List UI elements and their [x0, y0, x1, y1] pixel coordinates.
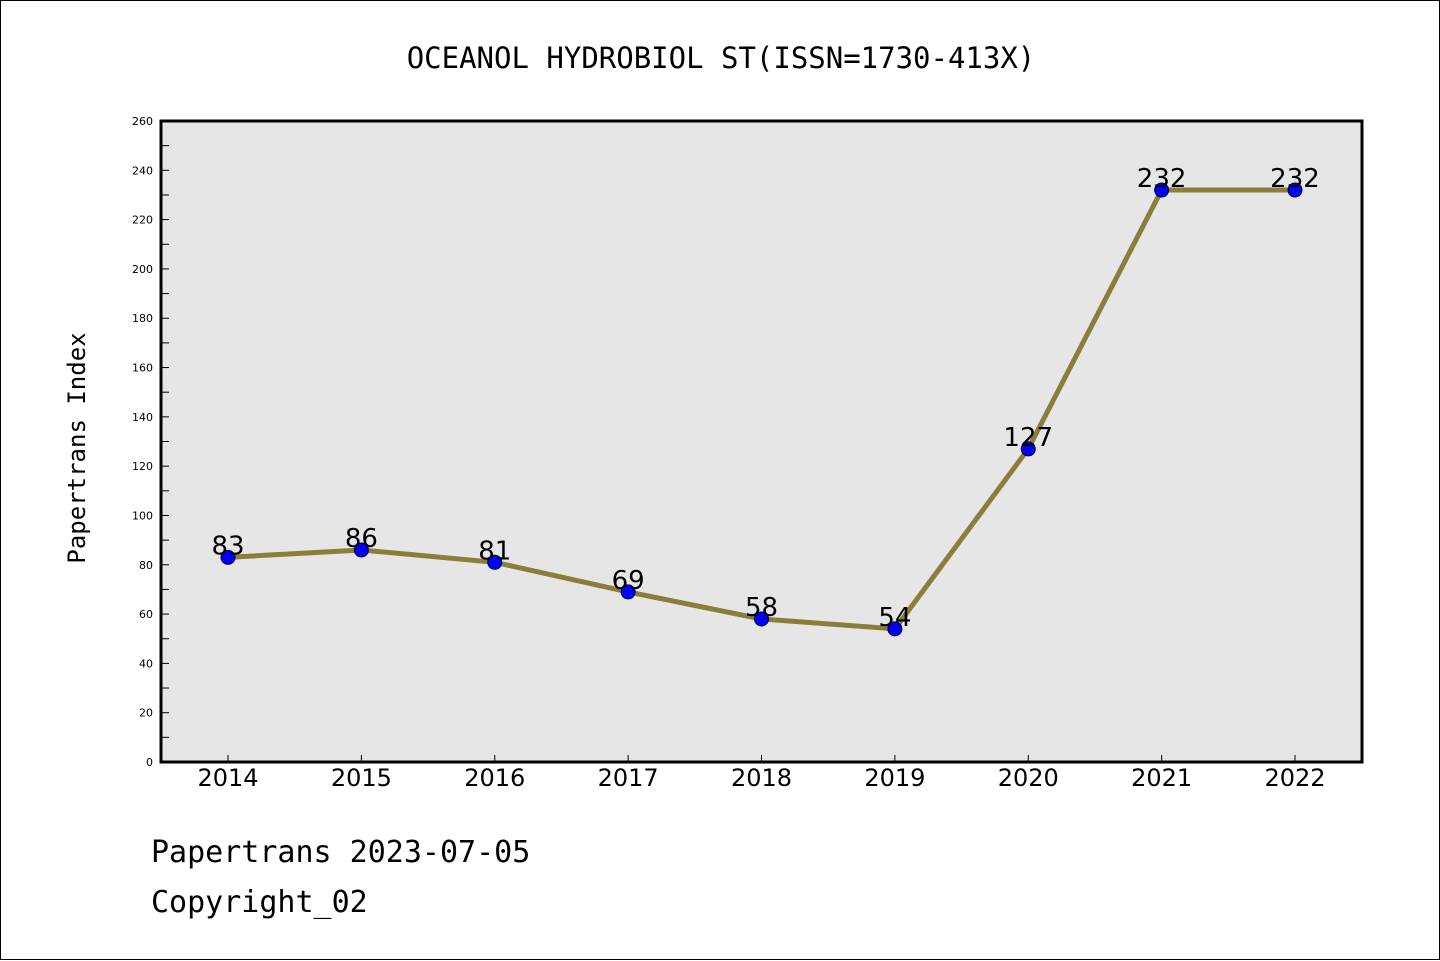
data-label: 69: [612, 566, 645, 596]
x-tick-label: 2019: [864, 764, 925, 792]
data-point: [487, 554, 503, 570]
x-tick-label: 2015: [331, 764, 392, 792]
chart-title: OCEANOL HYDROBIOL ST(ISSN=1730-413X): [407, 41, 1036, 75]
x-tick-label: 2017: [598, 764, 659, 792]
data-point: [620, 584, 636, 600]
x-tick-label: 2014: [197, 764, 258, 792]
series-line-segment: [625, 589, 764, 622]
y-tick-label: 200: [132, 263, 153, 276]
series-line-segment: [759, 616, 898, 632]
data-label: 58: [745, 593, 778, 623]
data-point: [1287, 182, 1303, 198]
data-point: [1020, 441, 1036, 457]
data-point: [353, 542, 369, 558]
data-label: 83: [211, 531, 244, 561]
series-line-segment: [892, 446, 1031, 632]
series-line-segment: [358, 547, 498, 565]
y-tick-label: 240: [132, 164, 153, 177]
footer-source: Papertrans 2023-07-05: [151, 835, 531, 870]
y-tick-label: 40: [139, 657, 153, 670]
x-tick-label: 2020: [998, 764, 1059, 792]
y-tick-label: 0: [146, 756, 153, 769]
y-tick-label: 80: [139, 559, 153, 572]
x-axis-ticks: 2014 2015 2016 2017 2018 2019 2020 2021 2022: [197, 755, 1326, 792]
y-tick-label: 20: [139, 707, 153, 720]
series-lines: [225, 187, 1298, 632]
series-line-segment: [225, 547, 364, 560]
data-labels: 83 86 81 69 58 54 127 232 232: [211, 164, 1319, 633]
data-label: 232: [1270, 164, 1320, 194]
y-axis-label: Papertrans Index: [63, 332, 91, 563]
y-tick-label: 260: [132, 115, 153, 128]
data-label: 127: [1003, 423, 1053, 453]
data-label: 86: [345, 524, 378, 554]
data-point: [887, 621, 903, 637]
y-tick-label: 100: [132, 509, 153, 522]
y-tick-label: 220: [132, 214, 153, 227]
footer-copyright: Copyright_02: [151, 885, 368, 920]
data-label: 81: [478, 536, 511, 566]
plot-area: [159, 119, 1364, 764]
x-tick-label: 2021: [1131, 764, 1192, 792]
series-line-segment: [492, 559, 631, 595]
data-label: 232: [1137, 164, 1187, 194]
series-line-segment: [1025, 187, 1165, 452]
data-markers: [220, 182, 1303, 637]
x-tick-label: 2022: [1264, 764, 1325, 792]
data-point: [220, 549, 236, 565]
y-axis-ticks: 0 20 40 60 80 100 120 140 160 180 200 220 240 260: [132, 115, 169, 769]
y-tick-label: 140: [132, 411, 153, 424]
y-tick-label: 160: [132, 362, 153, 375]
y-tick-label: 60: [139, 608, 153, 621]
data-label: 54: [878, 603, 911, 633]
x-tick-label: 2016: [464, 764, 525, 792]
y-tick-label: 120: [132, 460, 153, 473]
x-tick-label: 2018: [731, 764, 792, 792]
data-point: [1154, 182, 1170, 198]
data-point: [754, 611, 769, 627]
y-tick-label: 180: [132, 312, 153, 325]
